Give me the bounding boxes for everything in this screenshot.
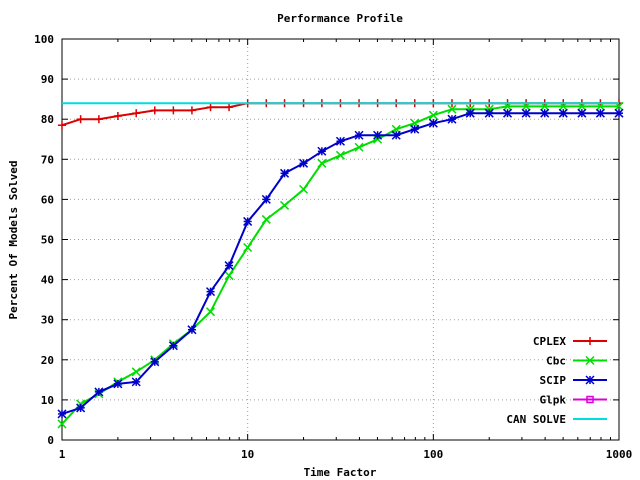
legend-item-can-solve: CAN SOLVE [506,413,607,426]
y-tick-label: 30 [41,314,54,327]
data-point-cplex [113,111,122,120]
x-tick-label: 10 [241,448,254,461]
series-layer [57,99,624,429]
legend-marker [585,375,595,385]
grid [62,39,619,440]
data-point-cplex [132,109,141,118]
data-point-cplex [169,106,178,115]
y-tick-label: 0 [47,434,54,447]
data-point-scip [428,118,438,128]
x-axis-label: Time Factor [304,466,377,479]
data-point-cbc [299,184,309,194]
y-tick-label: 20 [41,354,54,367]
data-point-scip [76,403,86,413]
data-point-scip [187,325,197,335]
plot-area-frame [61,38,620,441]
data-point-cbc [447,104,457,114]
legend-item-scip: SCIP [540,374,607,387]
data-point-scip [577,108,587,118]
series-line-scip [61,112,619,415]
data-point-scip [261,194,271,204]
data-point-scip [484,108,494,118]
legend-label: Cbc [546,355,566,368]
data-point-scip [373,130,383,140]
data-point-cbc [206,307,216,317]
data-point-cplex [150,106,159,115]
y-tick-label: 60 [41,193,54,206]
data-point-scip [113,379,123,389]
data-point-cbc [280,200,290,210]
data-point-cbc [224,271,234,281]
legend: CPLEX Cbc SCIP Glpk CAN SOLVE [506,335,607,426]
data-point-scip [614,108,624,118]
data-point-scip [540,108,550,118]
x-tick-label: 1 [59,448,66,461]
data-point-cbc [335,150,345,160]
data-point-cbc [131,367,141,377]
data-point-scip [206,287,216,297]
x-tick-label: 100 [423,448,443,461]
series-line-cbc [61,105,619,425]
legend-label: CAN SOLVE [506,413,566,426]
data-point-scip [521,108,531,118]
data-point-scip [465,108,475,118]
x-tick-label: 1000 [606,448,633,461]
data-point-scip [410,124,420,134]
data-point-scip [354,130,364,140]
data-point-scip [335,136,345,146]
data-point-cbc [57,419,67,429]
data-point-scip [131,377,141,387]
data-point-scip [299,158,309,168]
data-point-cbc [261,214,271,224]
legend-marker [585,355,595,366]
data-point-cplex [187,106,196,115]
data-point-cbc [465,104,475,114]
data-point-scip [94,387,104,397]
legend-item-cplex: CPLEX [533,335,607,348]
legend-marker [586,395,594,404]
data-point-cbc [354,142,364,152]
data-point-cplex [76,115,85,124]
data-point-scip [391,130,401,140]
data-point-cplex [58,121,66,130]
y-tick-label: 90 [41,73,54,86]
data-point-scip [503,108,513,118]
data-point-scip [317,146,327,156]
data-point-scip [224,261,234,271]
chart-title: Performance Profile [277,12,403,25]
data-point-cplex [206,103,215,112]
y-tick-label: 80 [41,113,54,126]
data-point-scip [558,108,568,118]
legend-label: Glpk [540,394,567,407]
legend-item-cbc: Cbc [546,355,607,368]
y-tick-label: 40 [41,274,54,287]
data-point-cbc [317,158,327,168]
legend-label: CPLEX [533,335,566,348]
data-point-cbc [484,104,494,114]
data-point-scip [595,108,605,118]
series-scip [57,108,624,419]
data-point-cbc [428,110,438,120]
legend-label: SCIP [540,374,567,387]
data-point-cplex [225,103,234,112]
data-point-cbc [373,134,383,144]
y-tick-label: 50 [41,234,54,247]
series-cbc [57,101,624,429]
data-point-scip [243,216,253,226]
y-tick-label: 100 [34,33,54,46]
data-point-scip [57,409,67,419]
data-point-cbc [243,242,253,253]
y-axis-label: Percent Of Models Solved [7,161,20,320]
y-tick-label: 70 [41,153,54,166]
data-point-scip [447,114,457,124]
data-point-scip [280,168,290,178]
data-point-cplex [94,115,103,124]
legend-marker [586,337,594,345]
legend-item-glpk: Glpk [540,394,607,407]
data-point-scip [168,341,178,351]
data-point-scip [150,357,160,367]
y-tick-label: 10 [41,394,54,407]
